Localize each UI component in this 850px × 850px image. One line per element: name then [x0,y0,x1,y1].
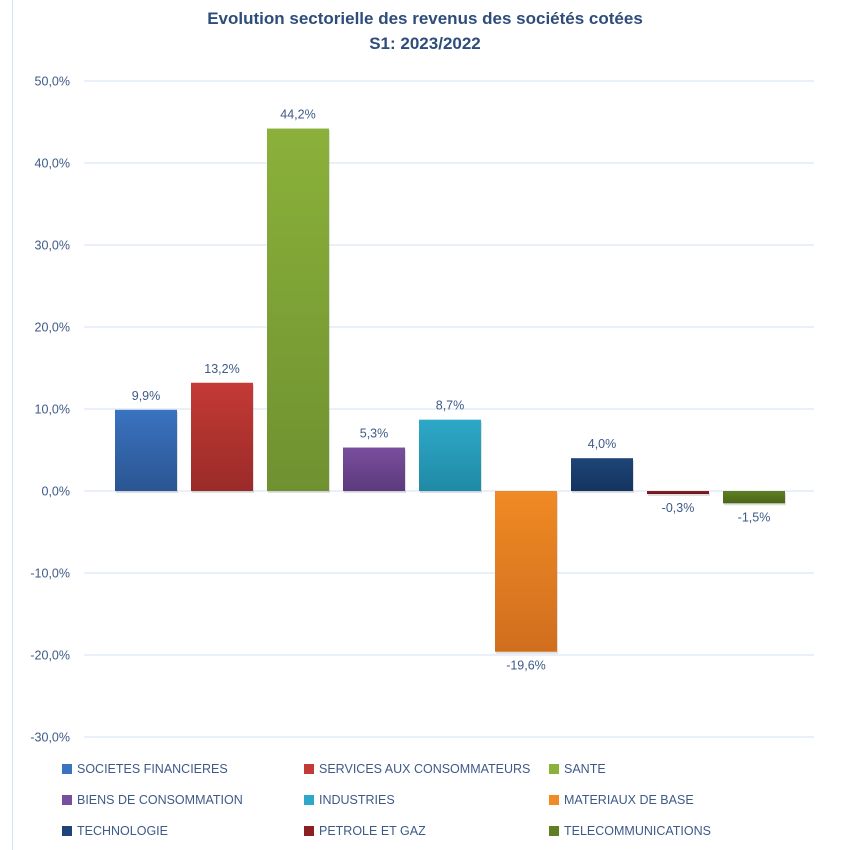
data-labels: 9,9% 13,2% 44,2% 5,3% 8,7% -19,6% 4,0% -0,3% -1,… [132,108,771,673]
legend-item: PETROLE ET GAZ [304,824,426,838]
y-tick-label: 10,0% [35,403,70,417]
y-tick-label: 50,0% [35,75,70,89]
legend-swatch [304,795,314,805]
y-tick-label: -20,0% [30,649,70,663]
legend-item: BIENS DE CONSOMMATION [62,793,243,807]
data-label: -1,5% [738,510,771,524]
legend-swatch [62,764,72,774]
y-tick-label: -30,0% [30,731,70,745]
gridlines [84,80,814,738]
legend-item: SERVICES AUX CONSOMMATEURS [304,762,530,776]
legend-swatch [549,795,559,805]
data-label: 5,3% [360,427,389,441]
legend-item: SANTE [549,762,606,776]
legend-swatch [304,826,314,836]
bar-telecommunications [723,491,785,504]
chart-title: Evolution sectorielle des revenus des so… [207,9,643,28]
bar-biens-de-consommation [343,447,405,491]
legend-item: TECHNOLOGIE [62,824,168,838]
legend-label: PETROLE ET GAZ [319,824,426,838]
legend-item: SOCIETES FINANCIERES [62,762,228,776]
legend-item: MATERIAUX DE BASE [549,793,694,807]
legend-swatch [549,764,559,774]
data-label: 4,0% [588,437,617,451]
data-label: 13,2% [204,362,239,376]
data-label: 44,2% [280,108,315,122]
bars [115,128,786,654]
data-label: -0,3% [662,501,695,515]
legend-label: SOCIETES FINANCIERES [77,762,228,776]
y-tick-label: 40,0% [35,157,70,171]
legend-label: INDUSTRIES [319,793,395,807]
bar-petrole-et-gaz [647,491,709,494]
chart-subtitle: S1: 2023/2022 [369,34,481,53]
legend-label: SERVICES AUX CONSOMMATEURS [319,762,531,776]
y-tick-label: -10,0% [30,567,70,581]
bar-societes-financieres [115,409,177,491]
bar-chart: 50,0% 40,0% 30,0% 20,0% 10,0% 0,0% -10,0% -20,0… [30,75,814,745]
data-label: 9,9% [132,389,161,403]
legend-label: TELECOMMUNICATIONS [564,824,711,838]
chart-frame-border [12,0,13,850]
legend-label: SANTE [564,762,606,776]
legend-label: TECHNOLOGIE [77,824,168,838]
y-tick-label: 20,0% [35,321,70,335]
y-axis-tick-labels: 50,0% 40,0% 30,0% 20,0% 10,0% 0,0% -10,0% -20,0… [30,75,70,745]
legend-label: MATERIAUX DE BASE [564,793,694,807]
bar-industries [419,419,481,491]
y-tick-label: 30,0% [35,239,70,253]
bar-technologie [571,458,633,491]
legend-swatch [549,826,559,836]
legend-item: TELECOMMUNICATIONS [549,824,711,838]
legend-label: BIENS DE CONSOMMATION [77,793,243,807]
legend-swatch [62,826,72,836]
bar-materiaux-de-base [495,491,557,652]
data-label: -19,6% [506,659,546,673]
legend-item: INDUSTRIES [304,793,395,807]
bar-services-aux-consommateurs [191,382,253,491]
bar-sante [267,128,329,491]
legend-swatch [62,795,72,805]
legend-swatch [304,764,314,774]
y-tick-label: 0,0% [42,485,71,499]
bar-shadow [648,493,710,496]
data-label: 8,7% [436,399,465,413]
